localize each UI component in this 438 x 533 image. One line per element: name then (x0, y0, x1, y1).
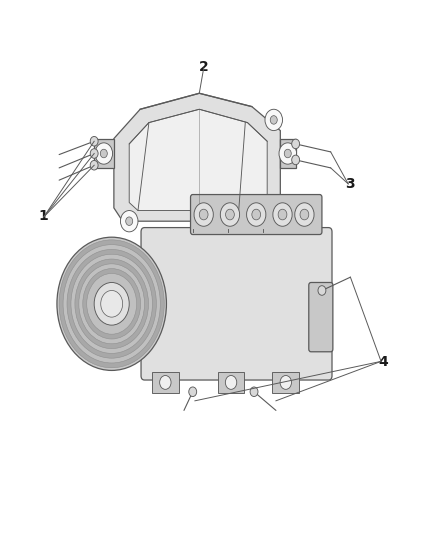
Circle shape (57, 237, 166, 370)
FancyBboxPatch shape (309, 282, 333, 352)
FancyBboxPatch shape (141, 228, 332, 380)
Circle shape (225, 375, 237, 389)
Circle shape (90, 160, 98, 170)
Circle shape (67, 249, 156, 358)
FancyBboxPatch shape (218, 372, 244, 393)
Polygon shape (94, 139, 114, 168)
Circle shape (189, 387, 197, 397)
Circle shape (59, 240, 164, 368)
Circle shape (126, 217, 133, 225)
Circle shape (279, 143, 297, 164)
Circle shape (90, 149, 98, 158)
Polygon shape (129, 109, 267, 211)
Circle shape (75, 259, 148, 349)
Text: 2: 2 (199, 60, 208, 74)
Polygon shape (280, 139, 296, 168)
Circle shape (79, 264, 145, 344)
Circle shape (318, 286, 326, 295)
Text: 1: 1 (39, 209, 49, 223)
Circle shape (159, 375, 171, 389)
Circle shape (300, 209, 309, 220)
Circle shape (270, 116, 277, 124)
Polygon shape (114, 93, 280, 221)
Circle shape (101, 290, 123, 317)
Circle shape (94, 282, 129, 325)
Circle shape (226, 209, 234, 220)
FancyBboxPatch shape (191, 195, 322, 235)
Circle shape (120, 211, 138, 232)
Circle shape (90, 136, 98, 146)
Text: 3: 3 (346, 177, 355, 191)
Circle shape (63, 245, 160, 363)
Circle shape (284, 149, 291, 158)
Circle shape (265, 109, 283, 131)
Circle shape (278, 209, 287, 220)
Circle shape (100, 149, 107, 158)
Polygon shape (136, 266, 145, 336)
Circle shape (87, 273, 137, 334)
Circle shape (280, 375, 291, 389)
Text: 4: 4 (378, 356, 388, 369)
Circle shape (273, 203, 292, 227)
FancyBboxPatch shape (152, 372, 179, 393)
Circle shape (292, 155, 300, 165)
Circle shape (250, 387, 258, 397)
Circle shape (220, 203, 240, 227)
Circle shape (194, 203, 213, 227)
Circle shape (199, 209, 208, 220)
Circle shape (247, 203, 266, 227)
Circle shape (95, 143, 113, 164)
Circle shape (83, 269, 141, 339)
Circle shape (71, 254, 152, 353)
Circle shape (295, 203, 314, 227)
Circle shape (252, 209, 261, 220)
Circle shape (292, 139, 300, 149)
FancyBboxPatch shape (272, 372, 299, 393)
